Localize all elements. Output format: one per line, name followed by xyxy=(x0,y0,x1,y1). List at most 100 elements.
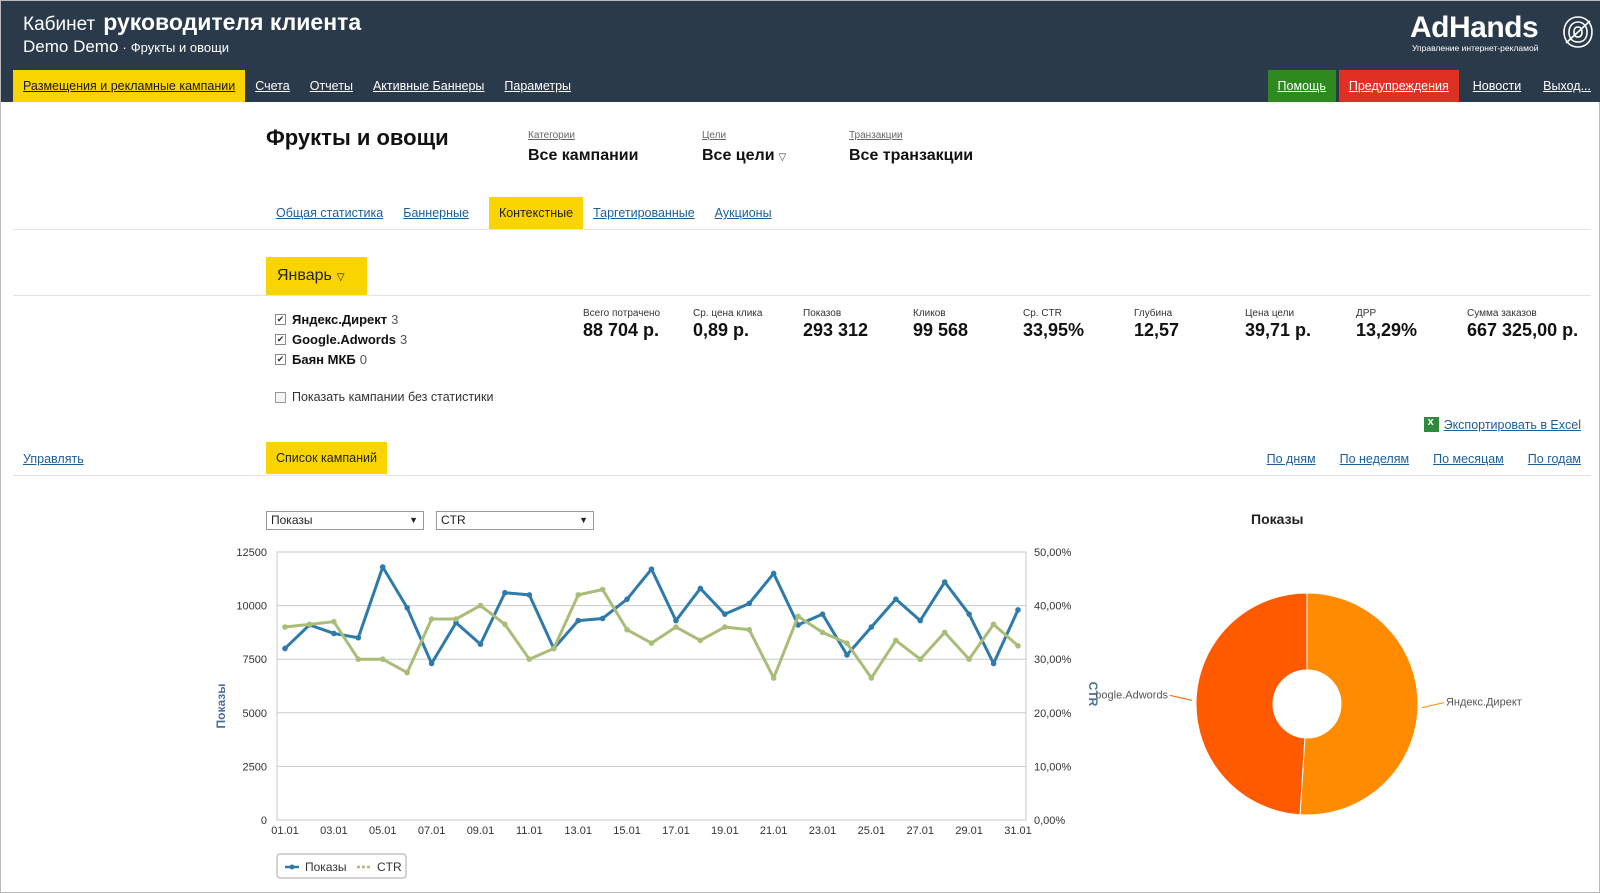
metric-select-right[interactable]: CTR ▼ xyxy=(436,511,594,530)
stat-label: Всего потрачено xyxy=(583,308,661,319)
filter-goals-value: Все цели xyxy=(702,147,775,164)
nav-item-invoices[interactable]: Счета xyxy=(255,79,290,93)
nav-item-reports[interactable]: Отчеты xyxy=(309,79,353,93)
data-point-impressions xyxy=(379,564,386,570)
news-link[interactable]: Новости xyxy=(1472,79,1522,93)
stat-label: Сумма заказов xyxy=(1467,308,1537,319)
data-point-ctr xyxy=(550,645,557,652)
tab-banner[interactable]: Баннерные xyxy=(403,206,469,220)
x-tick-label: 15.01 xyxy=(613,825,641,837)
period-months[interactable]: По месяцам xyxy=(1433,452,1504,466)
y2-tick-label: 50,00% xyxy=(1034,547,1072,559)
system-name: Баян МКБ xyxy=(292,352,356,367)
export-excel[interactable]: Экспортировать в Excel xyxy=(1423,416,1581,432)
stat-value: 667 325,00 р. xyxy=(1467,320,1579,340)
pie-slice-label: Google.Adwords xyxy=(1096,689,1169,701)
tab-targeted[interactable]: Таргетированные xyxy=(593,206,695,220)
data-point-impressions xyxy=(282,645,288,652)
top-header: Кабинет руководителя клиента Demo Demo · Фр… xyxy=(1,1,1600,102)
manage-link[interactable]: Управлять xyxy=(23,452,84,466)
stat-value: 39,71 р. xyxy=(1245,320,1312,340)
tab-auctions[interactable]: Аукционы xyxy=(714,206,772,220)
pie-slice-label: Яндекс.Директ xyxy=(1446,697,1522,709)
pie-connector xyxy=(1421,702,1445,709)
show-empty-campaigns-checkbox[interactable]: Показать кампании без статистики xyxy=(275,390,494,404)
nav-item-parameters[interactable]: Параметры xyxy=(504,79,572,93)
system-checkbox-google[interactable]: ✔ Google.Adwords 3 xyxy=(275,332,407,347)
stat-goal-cost: Цена цели 39,71 р. xyxy=(1245,308,1311,341)
x-tick-label: 11.01 xyxy=(516,825,543,837)
campaign-type-tabs: Общая статистика Баннерные Контекстные Т… xyxy=(266,197,792,229)
period-years[interactable]: По годам xyxy=(1527,452,1581,466)
checkbox-unchecked-icon[interactable] xyxy=(275,391,286,403)
data-point-impressions xyxy=(868,624,875,630)
filter-goals[interactable]: Цели Все цели ▽ xyxy=(702,130,786,165)
y2-axis-ticks: 0,00% 10,00% 20,00% 30,00% 40,00% 50,00% xyxy=(1034,547,1072,827)
data-point-ctr xyxy=(404,669,410,676)
x-tick-label: 05.01 xyxy=(369,825,397,837)
metric-select-left[interactable]: Показы ▼ xyxy=(266,511,424,530)
data-point-ctr xyxy=(282,624,288,630)
data-point-impressions xyxy=(477,641,484,647)
legend-label-impressions[interactable]: Показы xyxy=(305,860,346,874)
data-point-impressions xyxy=(575,617,581,624)
data-point-impressions xyxy=(770,570,777,577)
help-button[interactable]: Помощь xyxy=(1267,70,1336,102)
pie-chart: Яндекс.Директ Google.Adwords xyxy=(1096,592,1522,816)
main-nav: Размещения и рекламные кампании Счета От… xyxy=(13,70,591,102)
divider xyxy=(13,475,1591,476)
filter-categories-label: Категории xyxy=(528,130,575,141)
nav-item-active-banners[interactable]: Активные Баннеры xyxy=(372,79,485,93)
stat-clicks: Кликов 99 568 xyxy=(913,308,968,341)
data-point-ctr xyxy=(428,616,435,622)
filter-transactions-value[interactable]: Все транзакции xyxy=(849,147,974,164)
system-count: 3 xyxy=(391,312,399,327)
nav-item-placements[interactable]: Размещения и рекламные кампании xyxy=(13,70,246,102)
checkbox-checked-icon[interactable]: ✔ xyxy=(275,334,286,345)
campaign-list-button[interactable]: Список кампаний xyxy=(266,442,387,474)
x-tick-label: 19.01 xyxy=(711,825,739,837)
y2-axis-label: CTR xyxy=(1086,682,1100,707)
system-checkbox-yandex[interactable]: ✔ Яндекс.Директ 3 xyxy=(275,312,398,327)
month-selector[interactable]: Январь ▽ xyxy=(266,257,367,295)
data-point-impressions xyxy=(404,604,410,611)
system-checkbox-bayan[interactable]: ✔ Баян МКБ 0 xyxy=(275,352,367,367)
stat-orders-sum: Сумма заказов 667 325,00 р. xyxy=(1467,308,1578,341)
period-weeks[interactable]: По неделям xyxy=(1339,452,1410,466)
data-point-impressions xyxy=(355,634,362,641)
filter-transactions[interactable]: Транзакции Все транзакции xyxy=(849,130,973,165)
data-point-impressions xyxy=(697,585,704,592)
warnings-button[interactable]: Предупреждения xyxy=(1338,70,1459,102)
data-point-ctr xyxy=(722,624,728,630)
data-point-impressions xyxy=(599,615,606,622)
period-days[interactable]: По дням xyxy=(1266,452,1316,466)
data-point-ctr xyxy=(331,618,337,625)
project-name: Фрукты и овощи xyxy=(130,40,230,55)
tab-context[interactable]: Контекстные xyxy=(488,197,584,229)
y-axis-label: Показы xyxy=(214,684,228,729)
filter-categories[interactable]: Категории Все кампании xyxy=(528,130,638,165)
data-point-impressions xyxy=(648,566,655,572)
x-tick-label: 07.01 xyxy=(418,825,446,837)
data-point-impressions xyxy=(917,617,924,624)
data-point-impressions xyxy=(966,611,972,617)
export-excel-link[interactable]: Экспортировать в Excel xyxy=(1443,417,1581,432)
legend-label-ctr[interactable]: CTR xyxy=(377,860,402,874)
checkbox-checked-icon[interactable]: ✔ xyxy=(275,314,286,325)
filter-categories-value[interactable]: Все кампании xyxy=(528,147,639,164)
data-point-impressions xyxy=(526,592,533,598)
stat-label: Глубина xyxy=(1134,308,1173,319)
stat-value: 12,57 xyxy=(1134,320,1180,340)
adhands-logo[interactable]: AdHands Управление интернет-рекламой xyxy=(1410,11,1595,56)
chart-legend: Показы CTR xyxy=(276,853,407,879)
data-point-ctr xyxy=(893,637,899,644)
filter-goals-value-row[interactable]: Все цели ▽ xyxy=(702,147,786,165)
pie-chart-title: Показы xyxy=(1251,511,1304,527)
system-count: 0 xyxy=(359,352,367,367)
exit-link[interactable]: Выход... xyxy=(1543,79,1591,93)
checkbox-checked-icon[interactable]: ✔ xyxy=(275,354,286,365)
tab-general-stats[interactable]: Общая статистика xyxy=(276,206,384,220)
period-switcher: По дням По неделям По месяцам По годам xyxy=(1243,452,1581,466)
pie-labels: Яндекс.Директ Google.Adwords xyxy=(1096,689,1522,708)
cabinet-subtitle: Demo Demo · Фрукты и овощи xyxy=(23,37,229,57)
